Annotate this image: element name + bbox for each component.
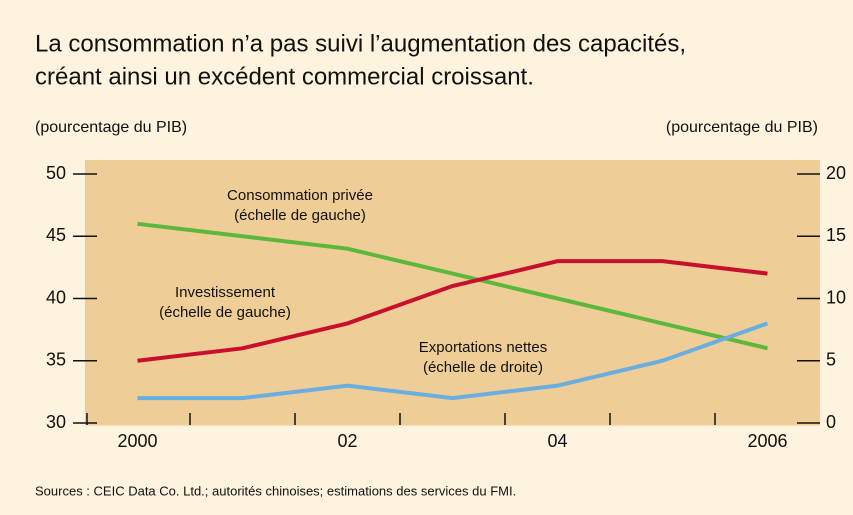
plot-area (85, 160, 820, 425)
x-tick-label: 2006 (747, 431, 787, 451)
y2-axis-label: (pourcentage du PIB) (666, 119, 818, 136)
series-note: (échelle de gauche) (159, 304, 291, 321)
series-note: (échelle de droite) (423, 359, 543, 376)
x-tick-label: 2000 (117, 431, 157, 451)
y-tick-label: 50 (46, 163, 66, 183)
y-axis-label: (pourcentage du PIB) (35, 119, 187, 136)
source: Sources : CEIC Data Co. Ltd.; autorités … (35, 483, 516, 498)
series-line (137, 321, 769, 401)
y-tick-label: 30 (46, 412, 66, 432)
y2-tick-label: 0 (826, 412, 836, 432)
title: La consommation n’a pas suivi l’augmenta… (35, 30, 686, 57)
series-label: Consommation privée (227, 187, 373, 204)
y2-tick-label: 5 (826, 350, 836, 370)
x-tick-label: 04 (547, 431, 567, 451)
series-line (137, 259, 768, 363)
series-note: (échelle de gauche) (234, 207, 366, 224)
series-label: Exportations nettes (419, 339, 547, 356)
y2-tick-label: 20 (826, 163, 846, 183)
series-line (137, 221, 768, 351)
y-tick-label: 40 (46, 287, 66, 307)
y-tick-label: 35 (46, 350, 66, 370)
series-label: Investissement (175, 284, 276, 301)
y-tick-label: 45 (46, 225, 66, 245)
title: créant ainsi un excédent commercial croi… (35, 63, 534, 90)
x-tick-label: 02 (337, 431, 357, 451)
y2-tick-label: 10 (826, 287, 846, 307)
y2-tick-label: 15 (826, 225, 846, 245)
